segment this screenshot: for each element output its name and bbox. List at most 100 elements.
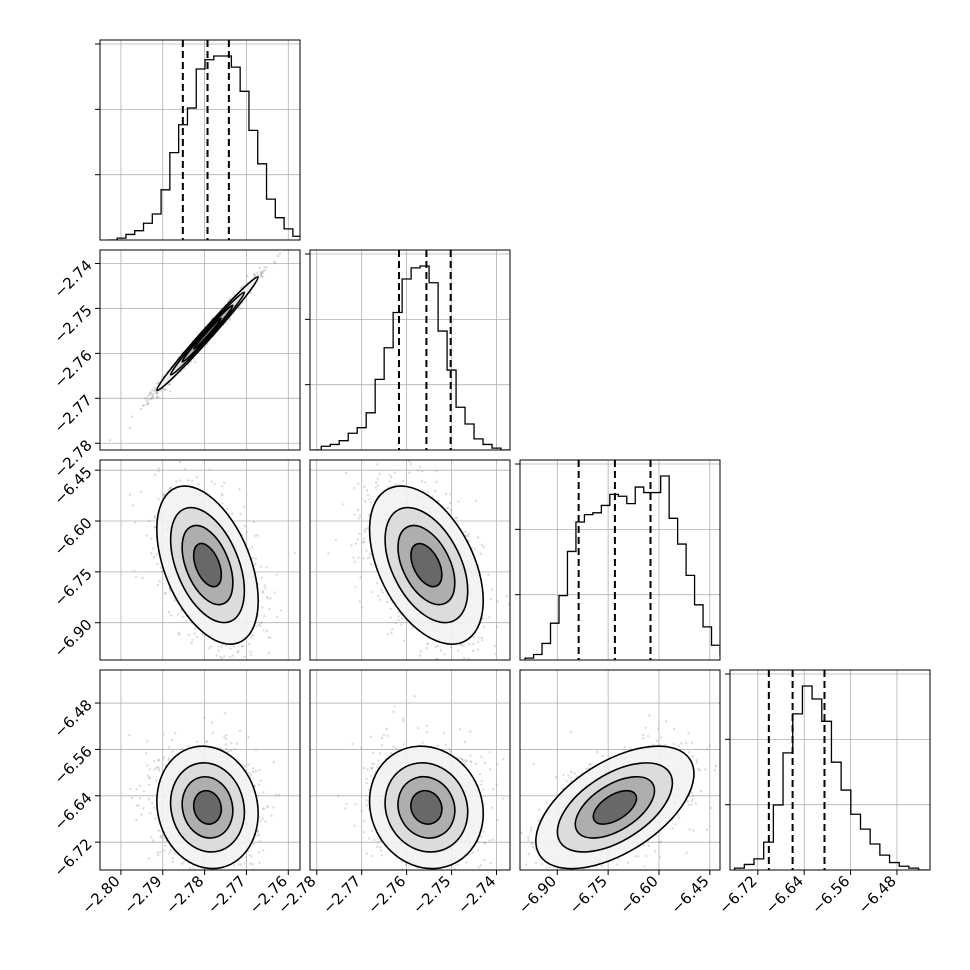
sample-point: [466, 534, 469, 538]
sample-point: [441, 670, 443, 672]
sample-point: [439, 649, 443, 652]
sample-point: [155, 553, 158, 556]
sample-point: [175, 480, 178, 483]
sample-point: [187, 479, 190, 482]
sample-point: [266, 597, 270, 600]
sample-point: [489, 598, 492, 601]
sample-point: [265, 629, 268, 633]
sample-point: [231, 654, 234, 657]
sample-point: [390, 631, 393, 634]
sample-point: [258, 266, 261, 270]
sample-point: [262, 807, 265, 811]
sample-point: [221, 644, 224, 647]
sample-point: [257, 794, 260, 797]
sample-point: [162, 493, 165, 496]
sample-point: [259, 273, 263, 277]
sample-point: [273, 261, 277, 265]
sample-point: [415, 664, 417, 666]
sample-point: [279, 247, 281, 249]
sample-point: [251, 556, 254, 560]
sample-point: [449, 493, 452, 496]
sample-point: [193, 632, 196, 635]
sample-point: [190, 641, 193, 645]
sample-point: [374, 486, 377, 489]
sample-point: [108, 439, 112, 442]
sample-point: [183, 367, 187, 370]
sample-point: [368, 556, 372, 559]
sample-point: [149, 391, 153, 394]
sample-point: [229, 647, 232, 650]
sample-point: [128, 426, 131, 430]
scatter-panel-1-2: [309, 459, 511, 673]
sample-point: [462, 656, 466, 660]
sample-point: [130, 796, 134, 800]
sample-point: [259, 621, 262, 625]
sample-point: [181, 615, 185, 618]
sample-point: [250, 546, 253, 549]
sample-point: [153, 515, 157, 518]
sample-point: [185, 619, 188, 622]
sample-point: [248, 642, 251, 646]
sample-point: [394, 621, 397, 625]
sample-point: [134, 575, 138, 579]
sample-point: [142, 403, 146, 407]
sample-point: [183, 468, 187, 471]
sample-point: [495, 625, 499, 629]
sample-point: [237, 649, 240, 652]
sample-point: [233, 864, 236, 867]
sample-point: [220, 493, 223, 496]
sample-point: [178, 460, 181, 464]
sample-point: [208, 663, 210, 665]
sample-point: [447, 506, 450, 509]
sample-point: [431, 495, 434, 498]
sample-point: [447, 671, 449, 673]
sample-point: [216, 880, 218, 882]
sample-point: [494, 652, 497, 656]
sample-point: [381, 591, 384, 594]
sample-point: [380, 588, 383, 591]
sample-point: [378, 598, 382, 601]
sample-point: [153, 525, 156, 529]
sample-point: [284, 245, 286, 247]
sample-point: [247, 771, 251, 775]
sample-point: [260, 274, 264, 277]
sample-point: [208, 647, 211, 650]
sample-point: [256, 829, 260, 833]
sample-point: [211, 731, 214, 734]
sample-point: [360, 606, 363, 609]
sample-point: [417, 469, 420, 472]
sample-point: [263, 584, 266, 587]
sample-point: [358, 600, 361, 603]
sample-point: [157, 853, 160, 857]
sample-point: [353, 486, 356, 490]
sample-point: [167, 746, 171, 749]
sample-point: [142, 790, 145, 793]
sample-point: [256, 274, 260, 277]
sample-point: [256, 534, 259, 537]
sample-point: [273, 591, 276, 594]
sample-point: [148, 392, 151, 395]
sample-point: [253, 272, 256, 276]
sample-point: [161, 836, 164, 839]
sample-point: [262, 269, 265, 273]
sample-point: [275, 615, 279, 618]
sample-point: [217, 649, 220, 652]
sample-point: [145, 399, 148, 403]
sample-point: [363, 530, 366, 533]
sample-point: [402, 479, 405, 482]
sample-point: [135, 804, 139, 807]
sample-point: [400, 623, 403, 626]
sample-point: [437, 499, 440, 503]
sample-point: [365, 549, 368, 552]
sample-point: [259, 624, 262, 627]
sample-point: [341, 503, 345, 506]
sample-point: [129, 787, 132, 791]
sample-point: [264, 269, 267, 272]
sample-point: [424, 481, 427, 484]
scatter-panel-0-1: [99, 245, 301, 451]
sample-point: [467, 532, 470, 536]
sample-point: [389, 607, 392, 611]
sample-point: [151, 397, 154, 400]
sample-point: [419, 650, 423, 653]
sample-point: [350, 544, 353, 547]
